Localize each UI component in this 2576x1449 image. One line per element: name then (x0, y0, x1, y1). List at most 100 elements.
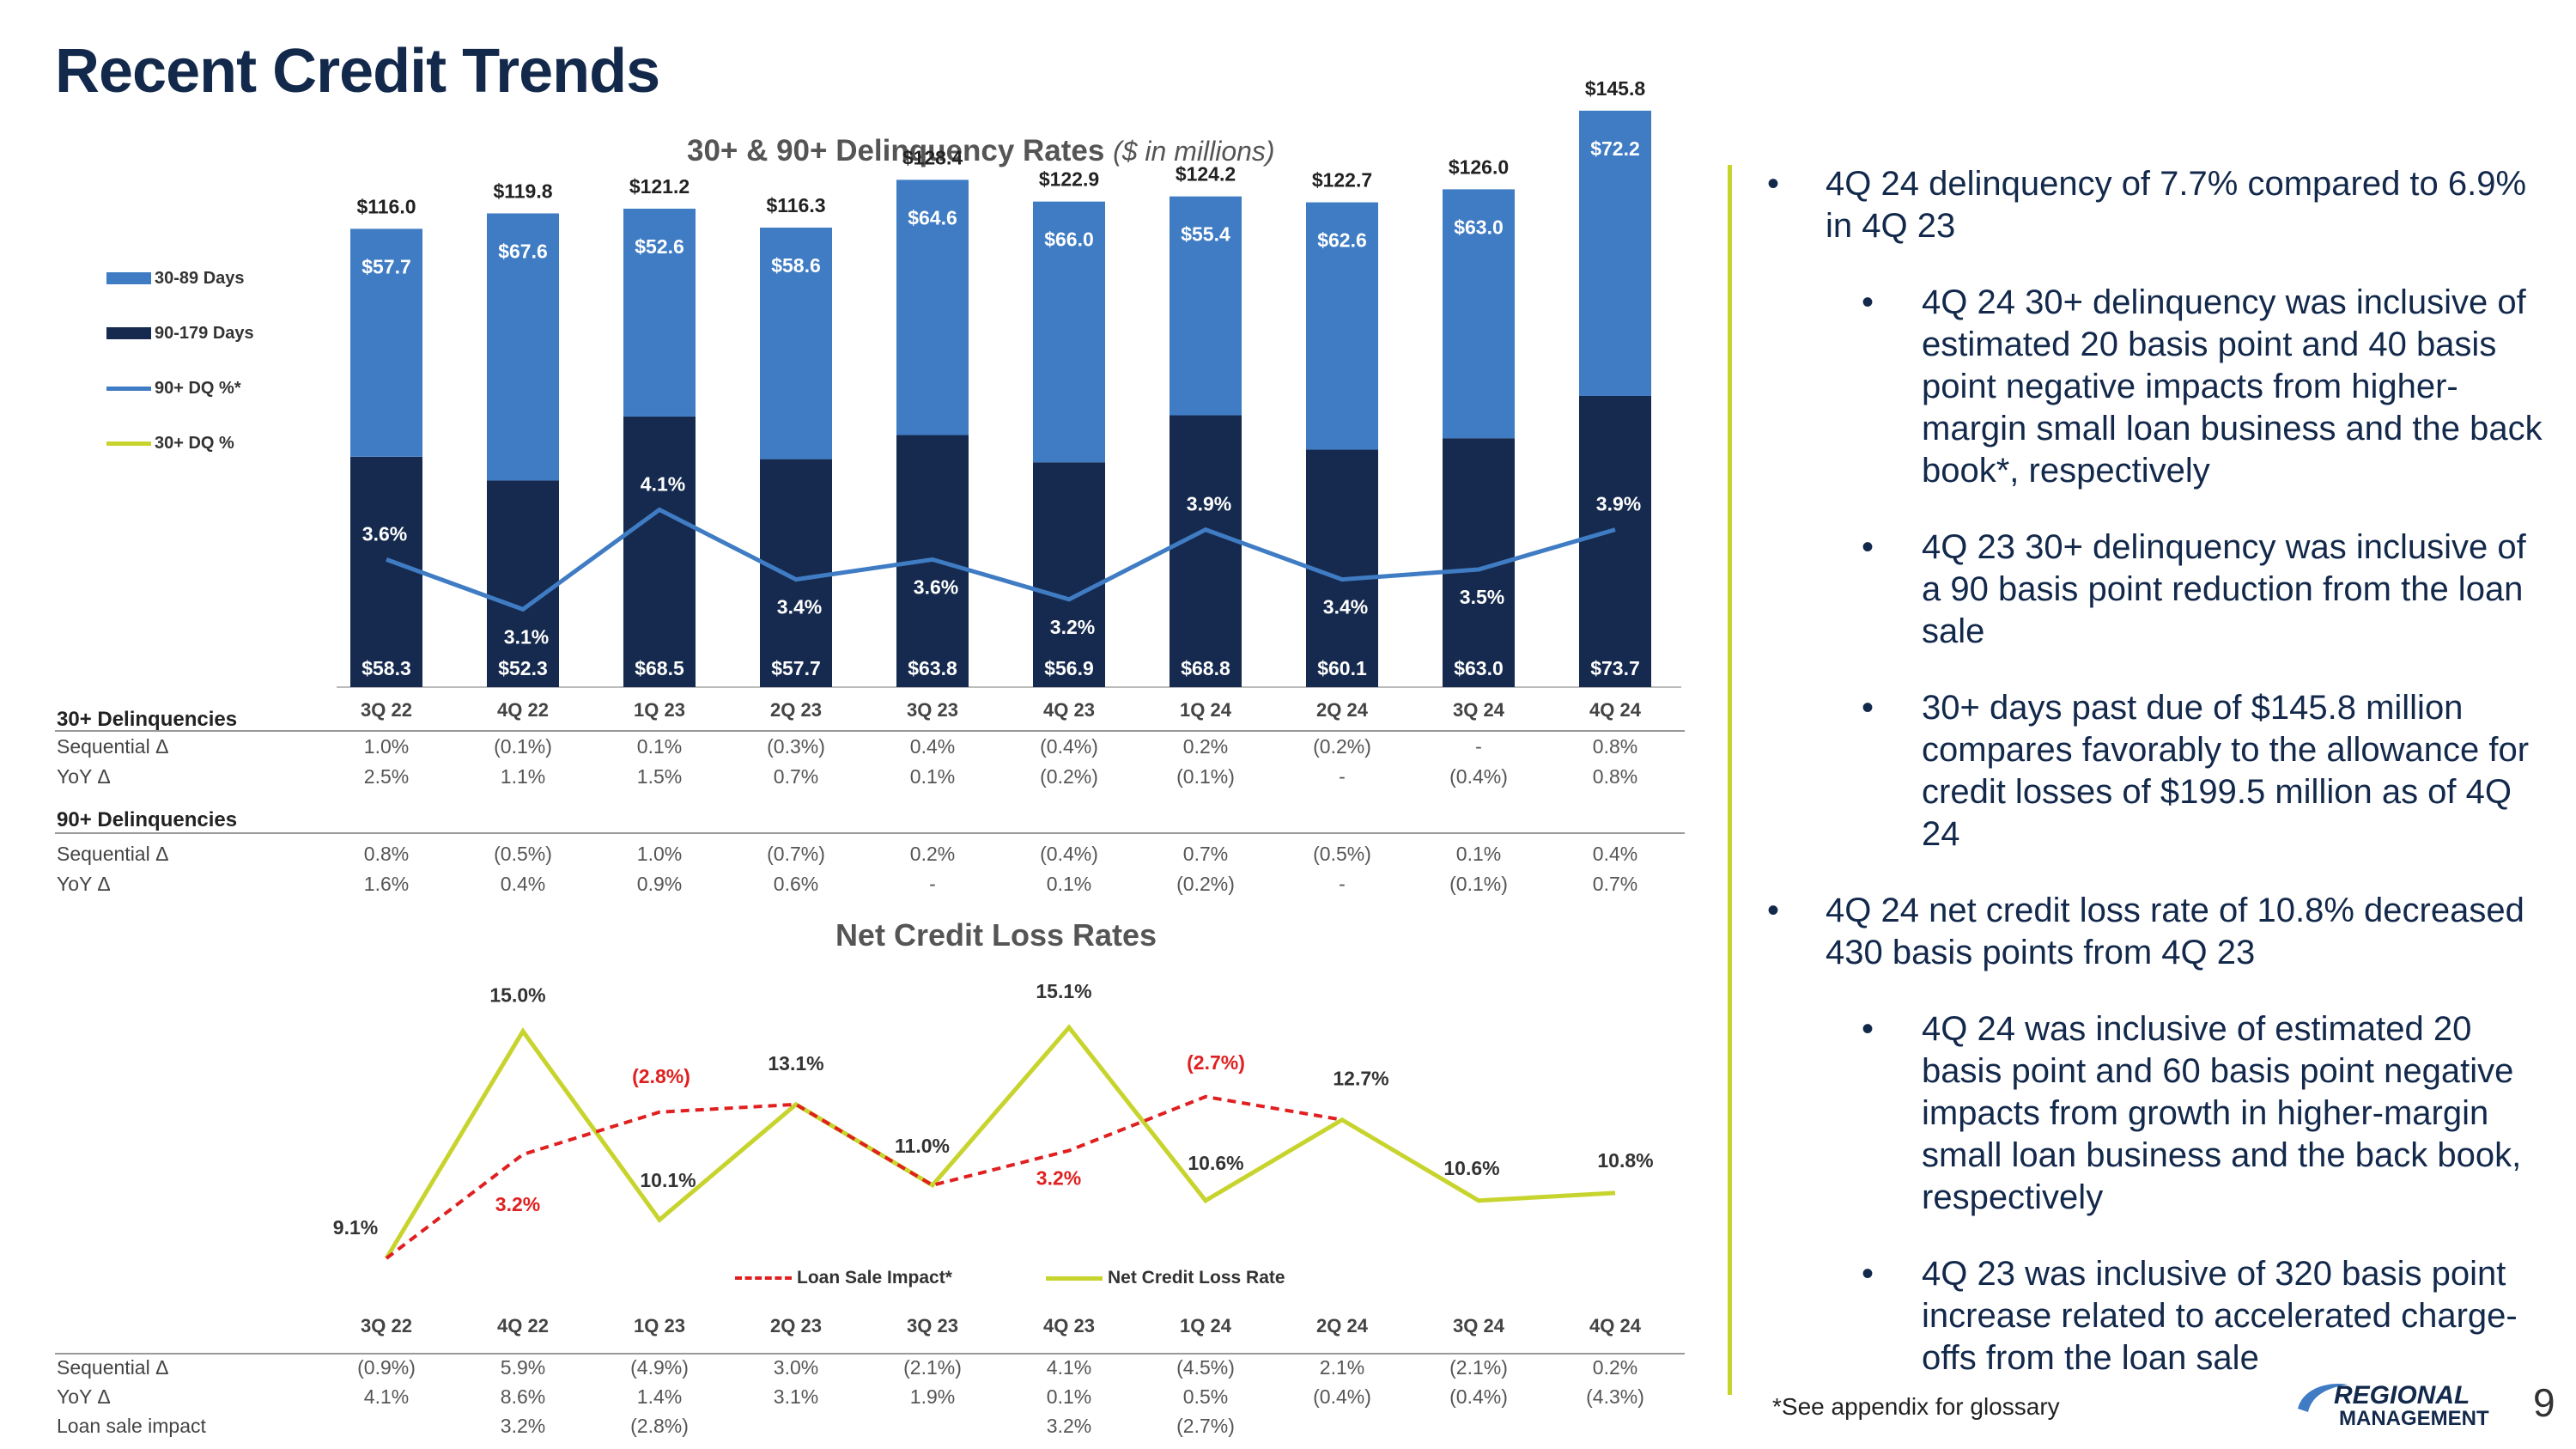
legend-label-loan-sale: Loan Sale Impact* (797, 1268, 952, 1288)
bar-90-179-4q-22 (487, 480, 559, 687)
label-total-3q-23: $128.4 (902, 146, 963, 168)
table2-cell-2-2: (2.8%) (630, 1415, 689, 1437)
label-ncl-1q-23: 10.1% (640, 1169, 696, 1191)
bar-30-89-1q-24 (1170, 196, 1242, 416)
table1-cell-1-0-8: 0.1% (1456, 843, 1501, 865)
bar-tick-3q-22: 3Q 22 (361, 699, 412, 721)
regional-management-logo: REGIONAL MANAGEMENT (2298, 1381, 2489, 1429)
table1-cell-1-0-7: (0.5%) (1313, 843, 1371, 865)
bar-tick-4q-22: 4Q 22 (497, 699, 549, 721)
line-90-dq (386, 507, 1616, 612)
label-90-179-4q-22: $52.3 (498, 657, 548, 679)
logo-text-regional: REGIONAL (2334, 1381, 2470, 1409)
table1-cell-0-1-0: 2.5% (364, 765, 409, 788)
table2-cell-0-2: (4.9%) (630, 1356, 689, 1379)
label-30-dq-2q-24: 6.9% (1320, 0, 1364, 2)
table2-cell-1-0: 4.1% (364, 1385, 409, 1408)
table1-header-30-delinq: 30+ Delinquencies (57, 708, 237, 731)
bullet-dot-icon: • (1767, 892, 1780, 929)
label-total-4q-22: $119.8 (493, 180, 552, 202)
label-90-dq-3q-24: 3.5% (1460, 586, 1504, 608)
table1-cell-1-1-3: 0.6% (774, 873, 818, 895)
legend-label-90-179: 90-179 Days (155, 323, 254, 343)
label-total-4q-23: $122.9 (1039, 168, 1099, 191)
bullet-item-1: • 4Q 24 30+ delinquency was inclusive of … (1760, 282, 2550, 492)
bar-tick-4q-24: 4Q 24 (1589, 699, 1642, 721)
table2-cell-0-0: (0.9%) (357, 1356, 416, 1379)
credit-charts-canvas: $58.3 $57.7 $116.0 3Q 22 $52.3 $67.6 $119.8 4Q … (55, 0, 1685, 1437)
label-90-179-4q-24: $73.7 (1590, 657, 1640, 679)
bullet-item-0: • 4Q 24 delinquency of 7.7% compared to 6… (1760, 163, 2550, 247)
table2-cell-2-1: 3.2% (501, 1415, 545, 1437)
label-30-89-4q-22: $67.6 (498, 240, 548, 262)
label-30-89-4q-23: $66.0 (1044, 228, 1094, 251)
bullet-item-5: • 4Q 24 was inclusive of estimated 20 bas… (1760, 1008, 2550, 1219)
ncl-tick-3q-24: 3Q 24 (1453, 1315, 1505, 1336)
bullet-item-2: • 4Q 23 30+ delinquency was inclusive of … (1760, 527, 2550, 653)
table1-cell-1-1-4: - (929, 873, 936, 895)
table1-cell-0-0-5: (0.4%) (1040, 735, 1098, 758)
ncl-tick-4q-22: 4Q 22 (497, 1315, 549, 1336)
table1-cell-0-1-7: - (1339, 765, 1346, 788)
label-90-dq-1q-24: 3.9% (1187, 493, 1231, 515)
label-30-dq-4q-23: 6.9% (1047, 0, 1091, 2)
bar-90-179-1q-24 (1170, 415, 1242, 687)
table1-cell-0-0-2: 0.1% (637, 735, 682, 758)
table2-cell-0-9: 0.2% (1593, 1356, 1637, 1379)
label-ncl-3q-24: 10.6% (1443, 1157, 1499, 1179)
bullet-dot-icon: • (1862, 283, 1874, 321)
bar-30-89-2q-24 (1306, 202, 1378, 450)
legend-label-ncl: Net Credit Loss Rate (1108, 1268, 1285, 1288)
bar-30-89-4q-23 (1033, 201, 1105, 463)
legend-line-loan-sale (735, 1276, 792, 1280)
table1-cell-1-1-6: (0.2%) (1176, 873, 1235, 895)
bullet-text: 4Q 23 30+ delinquency was inclusive of a… (1922, 528, 2526, 650)
table2-cell-0-3: 3.0% (774, 1356, 818, 1379)
bullet-dot-icon: • (1862, 1010, 1874, 1048)
label-loan-sale-4q-22: 3.2% (495, 1193, 540, 1215)
ncl-tick-1q-23: 1Q 23 (634, 1315, 685, 1336)
label-30-89-3q-23: $64.6 (908, 206, 957, 228)
legend-line-ncl (1046, 1275, 1103, 1281)
table2-cell-1-8: (0.4%) (1449, 1385, 1508, 1408)
table1-cell-0-1-8: (0.4%) (1449, 765, 1508, 788)
table1-cell-1-1-0: 1.6% (364, 873, 409, 895)
bar-30-89-2q-23 (760, 228, 832, 460)
label-30-89-1q-23: $52.6 (635, 235, 684, 258)
bar-tick-2q-24: 2Q 24 (1316, 699, 1369, 721)
ncl-tick-3q-22: 3Q 22 (361, 1315, 412, 1336)
table2-row-label-0: Sequential Δ (57, 1356, 168, 1379)
table1-cell-1-1-1: 0.4% (501, 873, 545, 895)
label-90-179-1q-24: $68.8 (1181, 657, 1230, 679)
label-ncl-2q-23: 13.1% (768, 1052, 823, 1075)
table2-cell-1-4: 1.9% (910, 1385, 955, 1408)
legend-item-90-dq: 90+ DQ %* (106, 361, 254, 416)
bar-90-179-3q-22 (350, 456, 422, 687)
label-90-dq-2q-24: 3.4% (1323, 596, 1368, 618)
ncl-tick-1q-24: 1Q 24 (1180, 1315, 1232, 1336)
table2-cell-1-5: 0.1% (1047, 1385, 1091, 1408)
bullet-text: 30+ days past due of $145.8 million comp… (1922, 689, 2530, 853)
table2-cell-2-5: 3.2% (1047, 1415, 1091, 1437)
bar-90-179-1q-23 (623, 416, 696, 687)
legend-line-30-dq (106, 441, 151, 446)
table2-cell-0-1: 5.9% (501, 1356, 545, 1379)
table2-cell-1-3: 3.1% (774, 1385, 818, 1408)
bar-tick-3q-24: 3Q 24 (1453, 699, 1505, 721)
legend-label-90-dq: 90+ DQ %* (155, 378, 241, 398)
table1-cell-1-0-2: 1.0% (637, 843, 682, 865)
table1-cell-1-0-9: 0.4% (1593, 843, 1637, 865)
label-ncl-2q-24: 12.7% (1333, 1068, 1388, 1090)
table2-cell-0-4: (2.1%) (903, 1356, 962, 1379)
bullet-list: • 4Q 24 delinquency of 7.7% compared to 6… (1760, 163, 2550, 1414)
bar-90-179-2q-23 (760, 459, 832, 687)
table2-cell-0-8: (2.1%) (1449, 1356, 1508, 1379)
label-90-dq-3q-23: 3.6% (914, 575, 958, 598)
bar-30-89-1q-23 (623, 208, 696, 417)
table1-cell-0-1-6: (0.1%) (1176, 765, 1235, 788)
table1-cell-0-0-9: 0.8% (1593, 735, 1637, 758)
table1-header-90-delinq: 90+ Delinquencies (57, 808, 237, 831)
table1-cell-0-1-5: (0.2%) (1040, 765, 1098, 788)
label-total-2q-24: $122.7 (1312, 169, 1372, 192)
bar-tick-4q-23: 4Q 23 (1043, 699, 1095, 721)
